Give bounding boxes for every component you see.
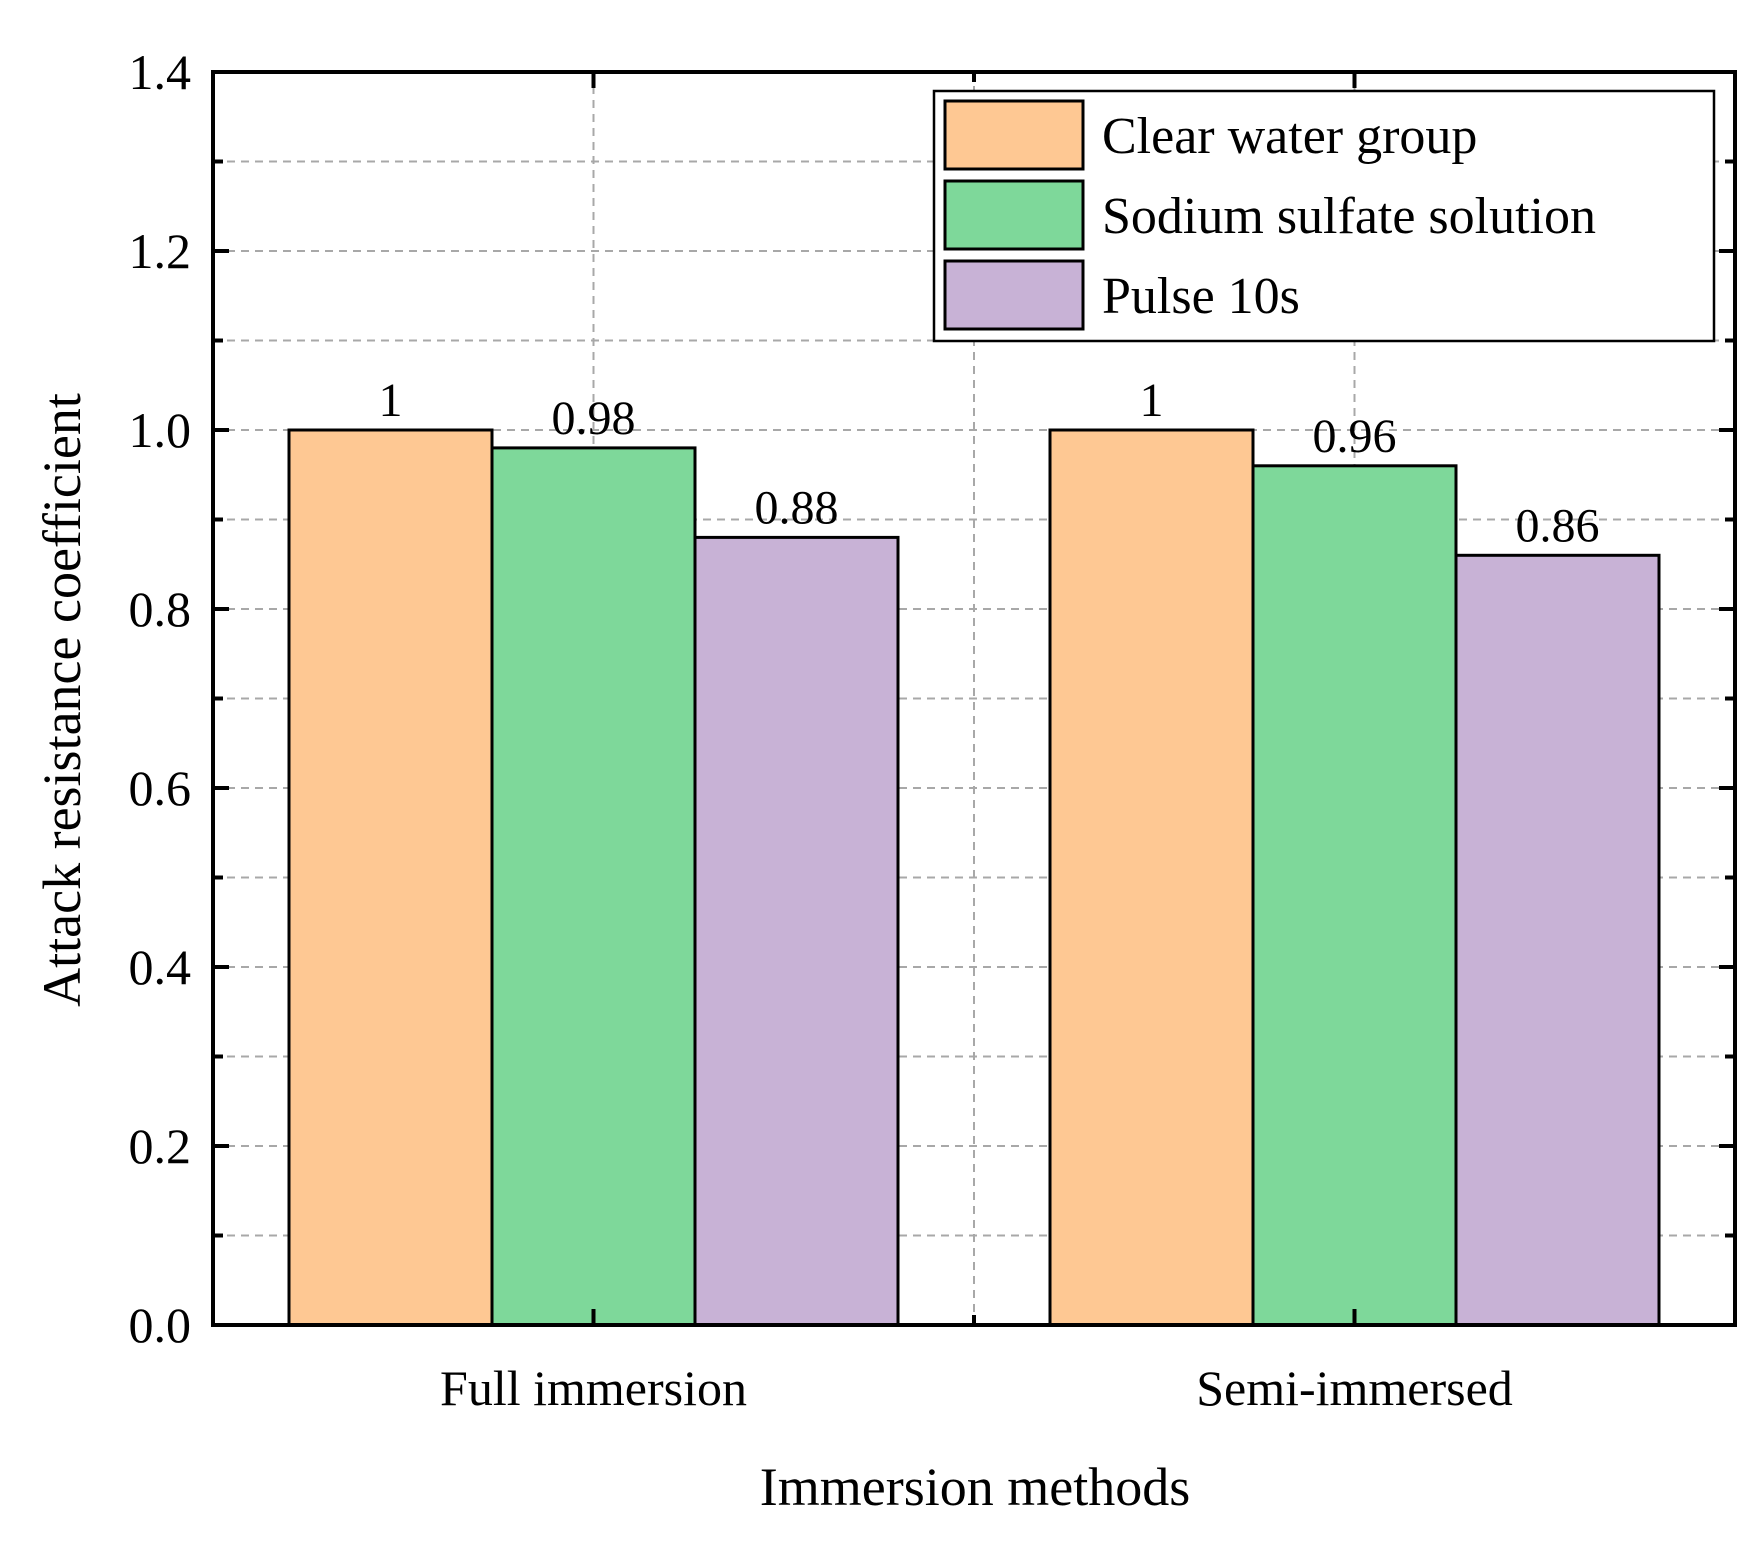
data-label: 0.96: [1313, 410, 1397, 463]
bar: [1454, 553, 1661, 1327]
bar: [490, 446, 697, 1327]
bar: [1048, 428, 1255, 1327]
y-tick-label: 0.4: [129, 939, 192, 995]
legend-label: Sodium sulfate solution: [1102, 188, 1596, 245]
data-label: 1: [379, 374, 403, 427]
y-tick-label: 0.6: [129, 760, 192, 816]
x-tick-label: Semi-immersed: [1196, 1360, 1513, 1416]
legend-label: Clear water group: [1102, 108, 1477, 165]
data-label: 1: [1140, 374, 1164, 427]
legend-swatch: [943, 99, 1085, 171]
y-tick-label: 0.0: [129, 1297, 192, 1353]
bar: [693, 535, 900, 1327]
y-tick-label: 0.2: [129, 1118, 192, 1174]
y-tick-label: 1.0: [129, 402, 192, 458]
data-label: 0.98: [552, 392, 636, 445]
legend-label: Pulse 10s: [1102, 268, 1300, 325]
data-label: 0.86: [1516, 499, 1600, 552]
axes: [211, 70, 1737, 1327]
legend: Clear water group Sodium sulfate solution…: [932, 89, 1716, 343]
bar: [1251, 464, 1458, 1327]
data-label: 0.88: [755, 481, 839, 534]
x-tick-label: Full immersion: [440, 1360, 747, 1416]
y-axis-title: Attack resistance coefficient: [32, 393, 92, 1007]
y-tick-label: 1.4: [129, 44, 192, 100]
labels: 1 1 0.98 0.96 0.88 0.86 0.0 0.2 0.4 0.6 0.8 1.0 1.2 1…: [129, 44, 1600, 1416]
bars: [287, 428, 1661, 1327]
legend-swatch: [943, 259, 1085, 331]
bar: [287, 428, 494, 1327]
legend-swatch: [943, 179, 1085, 251]
y-tick-label: 0.8: [129, 581, 192, 637]
y-tick-label: 1.2: [129, 223, 192, 279]
x-axis-title: Immersion methods: [760, 1457, 1190, 1517]
